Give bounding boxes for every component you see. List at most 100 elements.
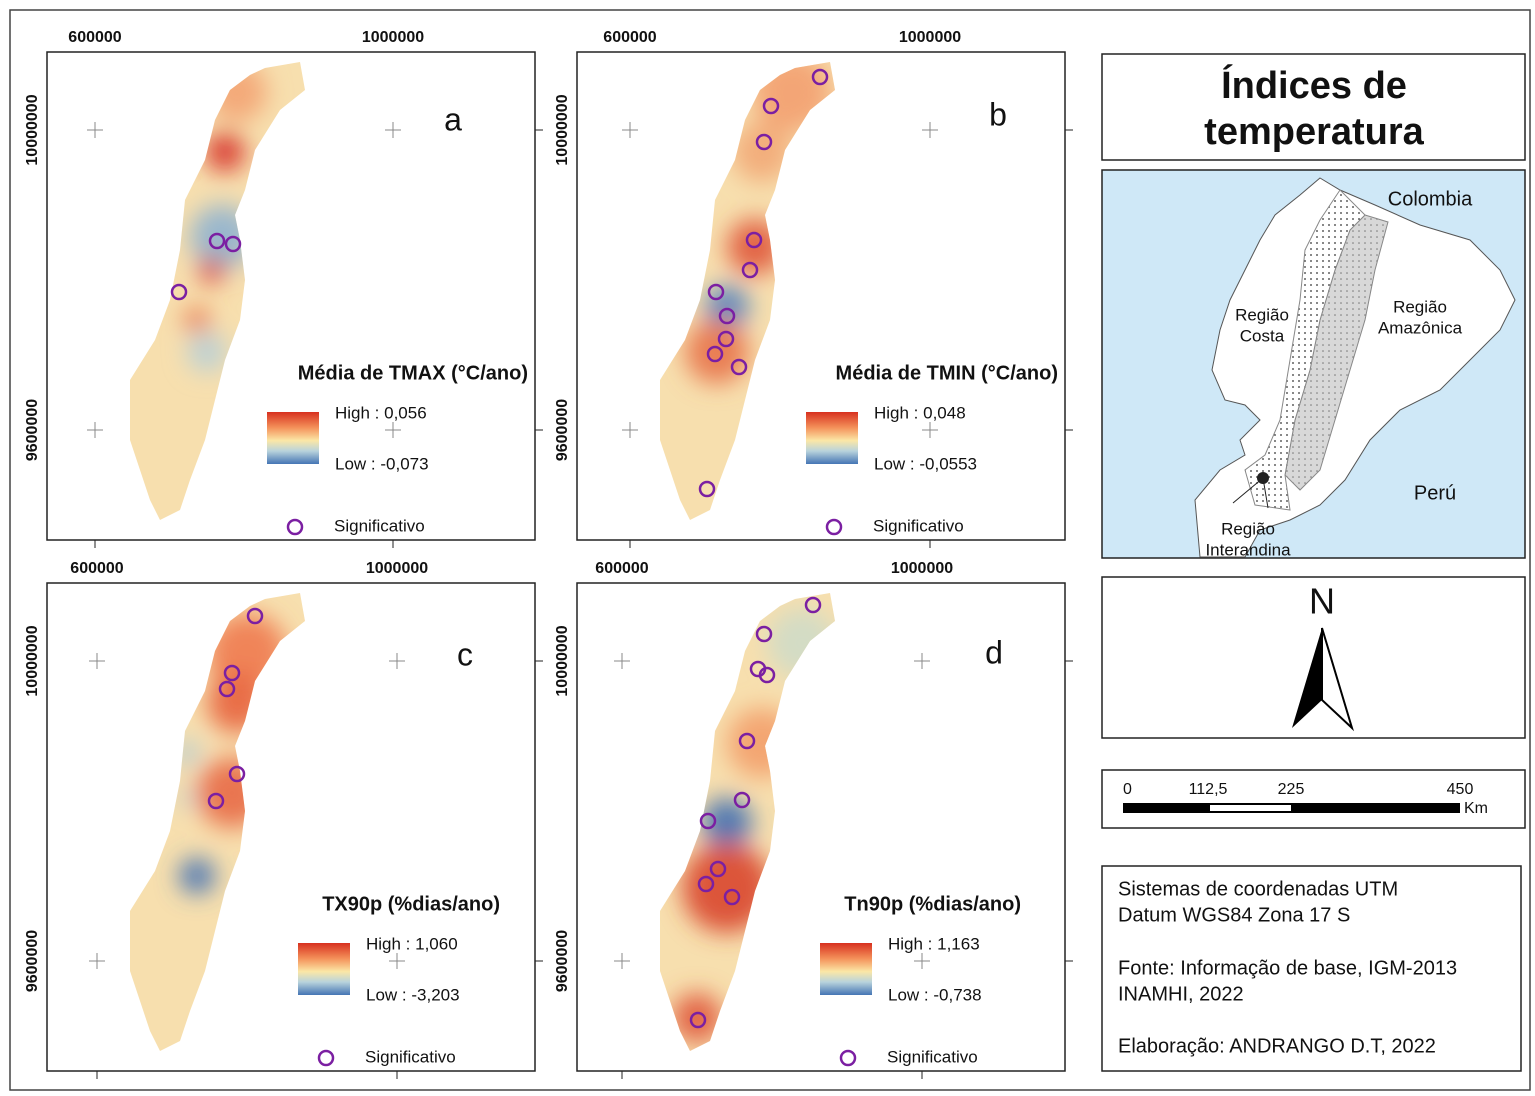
legend-significant: Significativo: [887, 1047, 978, 1066]
north-arrow: [1292, 628, 1322, 728]
significant-station: [707, 283, 725, 301]
x-tick-label: 600000: [595, 560, 648, 577]
info-box: [1101, 865, 1522, 1072]
info-line: Elaboração: ANDRANGO D.T, 2022: [1118, 1035, 1436, 1057]
panel-letter: b: [989, 96, 1007, 132]
legend-significant: Significativo: [873, 516, 964, 535]
significant-station: [218, 680, 236, 698]
significant-station: [208, 232, 226, 250]
panel-letter: c: [457, 636, 473, 672]
significant-station: [738, 732, 756, 750]
x-tick-label: 600000: [68, 29, 121, 46]
x-tick-label: 600000: [603, 29, 656, 46]
heat-spot: [705, 285, 749, 329]
y-tick-label: 10000000: [554, 94, 571, 165]
legend-symbol: [825, 518, 843, 536]
outer-border: [9, 9, 1531, 1091]
scale-bar: [1123, 803, 1460, 813]
legend-low: Low : -0,073: [335, 454, 429, 473]
region-base: [660, 62, 835, 520]
scale-box: [1101, 769, 1526, 829]
scale-unit: Km: [1464, 800, 1488, 817]
legend-ramp: [267, 412, 319, 464]
x-tick-label: 1000000: [899, 29, 961, 46]
inset-label: Colombia: [1388, 188, 1473, 210]
heat-spot: [672, 993, 722, 1043]
scale-label: 225: [1278, 781, 1305, 798]
y-tick-label: 10000000: [554, 625, 571, 696]
heat-spot: [184, 307, 210, 333]
significant-station: [246, 607, 264, 625]
significant-station: [811, 68, 829, 86]
heat-spot: [702, 798, 752, 848]
north-label: N: [1309, 581, 1335, 622]
panel-letter: a: [444, 101, 462, 137]
y-tick-label: 10000000: [24, 625, 41, 696]
map-panel: 600000 1000000 10000000 9600000 a Média de TM…: [24, 29, 543, 548]
panel-letter: d: [985, 634, 1003, 670]
significant-station: [755, 133, 773, 151]
significant-station: [741, 261, 759, 279]
y-tick-label: 10000000: [24, 94, 41, 165]
north-arrow: [1321, 627, 1355, 732]
inset-label: Região: [1393, 297, 1447, 316]
legend-high: High : 0,048: [874, 403, 966, 422]
significant-station: [723, 888, 741, 906]
x-tick-label: 600000: [70, 560, 123, 577]
leader-line: [1232, 477, 1264, 504]
legend-significant: Significativo: [334, 516, 425, 535]
scale-label: 112,5: [1189, 781, 1228, 798]
inset-label: Costa: [1240, 326, 1285, 345]
y-tick-label: 9600000: [554, 399, 571, 461]
legend-symbol: [839, 1049, 857, 1067]
panel-frame: [46, 582, 536, 1072]
legend-ramp: [820, 943, 872, 995]
significant-station: [745, 231, 763, 249]
legend-high: High : 1,060: [366, 934, 458, 953]
y-tick-label: 9600000: [24, 399, 41, 461]
x-tick-label: 1000000: [366, 560, 428, 577]
significant-station: [689, 1011, 707, 1029]
x-tick-label: 1000000: [362, 29, 424, 46]
leader-line: [1262, 477, 1269, 509]
inset-map: [1101, 169, 1526, 559]
significant-station: [698, 480, 716, 498]
significant-station: [730, 358, 748, 376]
legend-low: Low : -0,738: [888, 985, 982, 1004]
legend-high: High : 1,163: [888, 934, 980, 953]
significant-station: [718, 307, 736, 325]
significant-station: [207, 792, 225, 810]
title-box: [1101, 53, 1526, 161]
significant-station: [758, 666, 776, 684]
legend-symbol: [317, 1049, 335, 1067]
significant-station: [717, 330, 735, 348]
scale-label: 0: [1123, 781, 1132, 798]
significant-station: [228, 765, 246, 783]
heat-spot: [179, 790, 195, 806]
map-panel: 600000 1000000 10000000 9600000 d Tn90p (%dia…: [554, 560, 1073, 1079]
significant-station: [706, 345, 724, 363]
scale-label: 450: [1447, 781, 1474, 798]
inset-label: Perú: [1414, 482, 1456, 504]
info-line: Fonte: Informação de base, IGM-2013: [1118, 957, 1457, 979]
significant-station: [762, 97, 780, 115]
region-base: [130, 62, 305, 520]
heat-spot: [732, 122, 792, 182]
legend-title: Média de TMIN (°C/ano): [836, 362, 1058, 384]
y-tick-label: 9600000: [554, 930, 571, 992]
legend-title: TX90p (%dias/ano): [322, 893, 500, 915]
interandean-region: [1244, 189, 1366, 511]
significant-station: [170, 283, 188, 301]
significant-station: [223, 664, 241, 682]
significant-station: [224, 235, 242, 253]
inset-label: Região: [1221, 519, 1275, 538]
legend-significant: Significativo: [365, 1047, 456, 1066]
title-line: temperatura: [1204, 111, 1424, 153]
info-line: INAMHI, 2022: [1118, 983, 1244, 1005]
legend-title: Tn90p (%dias/ano): [844, 893, 1021, 915]
y-tick-label: 9600000: [24, 930, 41, 992]
scale-bar-segment: [1210, 805, 1291, 811]
significant-station: [804, 596, 822, 614]
info-line: Datum WGS84 Zona 17 S: [1118, 904, 1350, 926]
